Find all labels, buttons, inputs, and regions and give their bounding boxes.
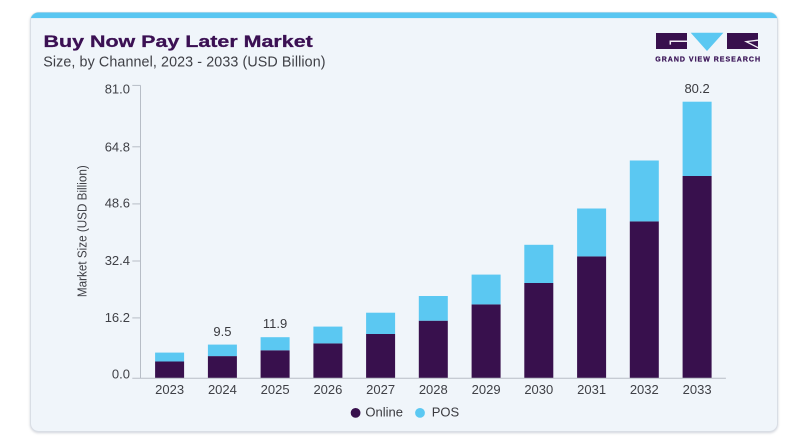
svg-text:2031: 2031	[577, 382, 606, 397]
svg-text:0.0: 0.0	[112, 367, 130, 382]
svg-text:2024: 2024	[208, 382, 237, 397]
svg-text:Buy Now Pay Later Market: Buy Now Pay Later Market	[44, 33, 314, 51]
svg-text:2030: 2030	[524, 382, 553, 397]
svg-text:2027: 2027	[366, 382, 395, 397]
svg-text:64.8: 64.8	[105, 139, 130, 154]
svg-text:2025: 2025	[261, 382, 290, 397]
svg-text:2023: 2023	[155, 382, 184, 397]
svg-text:11.9: 11.9	[263, 316, 287, 331]
svg-text:80.2: 80.2	[684, 81, 709, 96]
svg-text:48.6: 48.6	[105, 196, 130, 211]
svg-text:2032: 2032	[630, 382, 659, 397]
svg-text:9.5: 9.5	[213, 324, 231, 339]
svg-text:Online: Online	[365, 404, 403, 419]
svg-text:16.2: 16.2	[105, 310, 130, 325]
svg-text:POS: POS	[432, 404, 460, 419]
svg-text:Market Size (USD Billion): Market Size (USD Billion)	[75, 165, 90, 297]
svg-text:GRAND VIEW RESEARCH: GRAND VIEW RESEARCH	[655, 56, 761, 63]
svg-text:2026: 2026	[313, 382, 342, 397]
svg-text:2029: 2029	[472, 382, 501, 397]
svg-text:81.0: 81.0	[105, 82, 130, 97]
svg-text:2033: 2033	[683, 382, 712, 397]
svg-text:32.4: 32.4	[105, 253, 130, 268]
svg-text:Size, by Channel, 2023 - 2033: Size, by Channel, 2023 - 2033 (USD Billi…	[43, 55, 325, 71]
svg-text:2028: 2028	[419, 382, 448, 397]
